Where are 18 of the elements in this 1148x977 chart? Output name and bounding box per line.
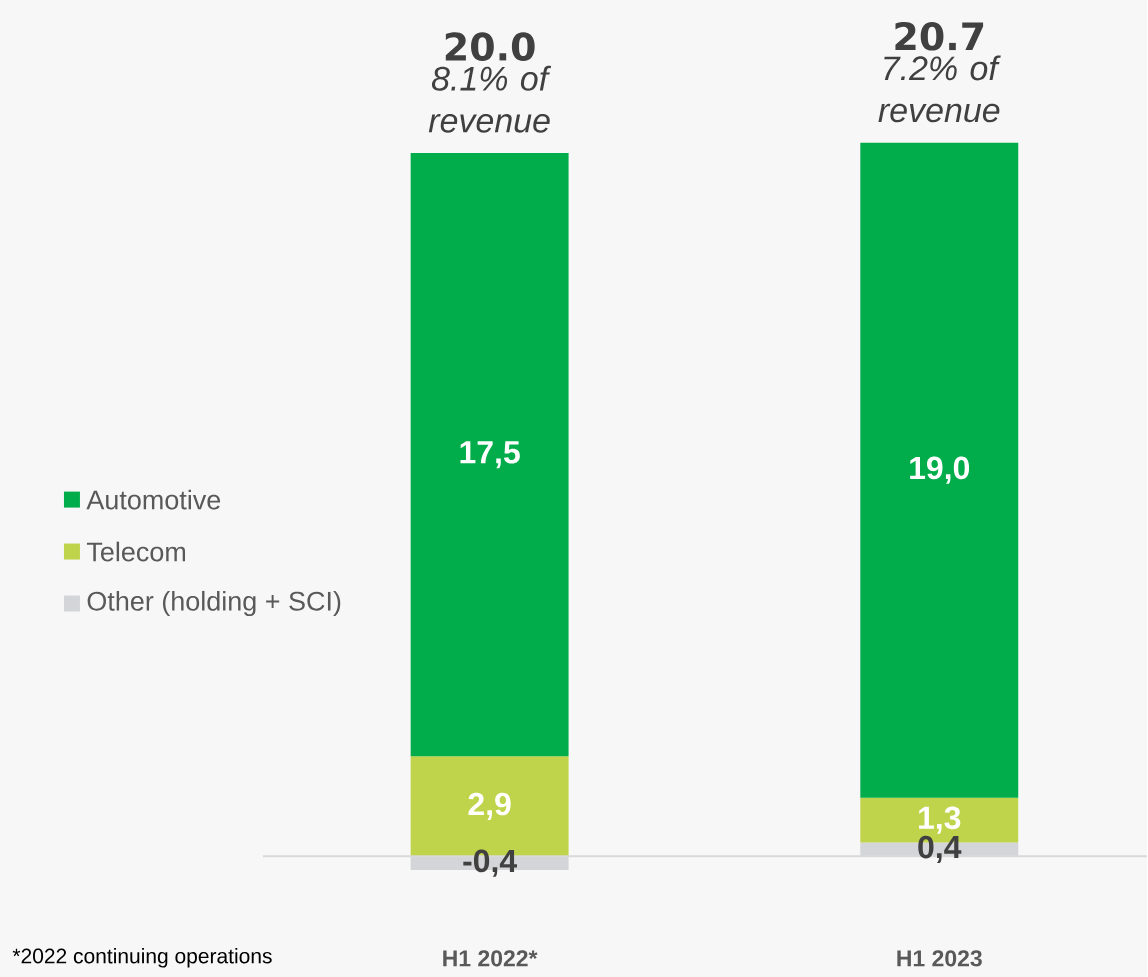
data-label: 19,0 — [910, 456, 970, 484]
data-label: 1,3 — [919, 806, 961, 834]
bar — [860, 142, 1019, 798]
legend-label: Telecom — [86, 541, 186, 562]
total-label: 20.7 — [895, 21, 984, 51]
annotation: 7.2% of revenue — [878, 55, 1001, 123]
annotation: 8.1% of revenue — [428, 65, 552, 133]
text: *2022 continuing operations — [12, 947, 272, 968]
data-label: 2,9 — [468, 792, 511, 820]
x-tick-label: H1 2022* — [443, 950, 538, 967]
bar — [410, 152, 569, 757]
legend-label: Other (holding + SCI) — [87, 590, 341, 616]
legend-label: Automotive — [86, 489, 221, 510]
data-label: 17,5 — [460, 441, 520, 469]
total-label: 20.0 — [445, 32, 535, 61]
x-tick-label: H1 2023 — [897, 950, 982, 967]
data-label: -0,4 — [463, 849, 518, 877]
data-label: 0,4 — [918, 835, 962, 863]
